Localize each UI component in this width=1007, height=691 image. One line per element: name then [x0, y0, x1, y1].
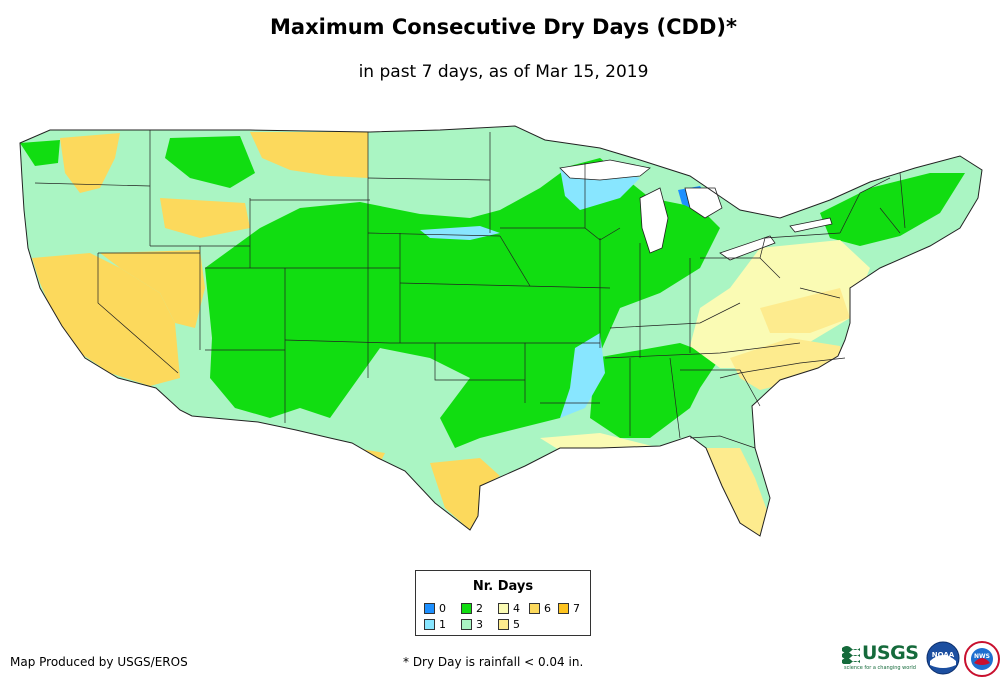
- noaa-logo-icon: NOAA: [926, 641, 960, 675]
- legend-swatch: [461, 619, 472, 630]
- nws-label: NWS: [974, 653, 990, 660]
- map-subtitle: in past 7 days, as of Mar 15, 2019: [358, 62, 649, 82]
- legend-item-0: 0: [424, 603, 446, 614]
- dry-day-footnote: * Dry Day is rainfall < 0.04 in.: [403, 655, 584, 669]
- usgs-logo: USGS science for a changing world: [842, 640, 920, 674]
- legend-swatch: [498, 603, 509, 614]
- legend-item-3: 3: [461, 619, 483, 630]
- legend-swatch: [461, 603, 472, 614]
- legend-swatch: [558, 603, 569, 614]
- legend: Nr. Days 0 1 2 3 4 5 6 7: [415, 570, 591, 636]
- legend-item-4: 4: [498, 603, 520, 614]
- legend-swatch: [424, 619, 435, 630]
- us-dry-days-map: [19, 125, 983, 537]
- legend-swatch: [529, 603, 540, 614]
- legend-item-2: 2: [461, 603, 483, 614]
- nws-logo-icon: NWS: [964, 641, 1000, 677]
- usgs-tagline: science for a changing world: [844, 665, 916, 671]
- noaa-label: NOAA: [932, 651, 955, 659]
- map-credit: Map Produced by USGS/EROS: [10, 655, 188, 669]
- usgs-wave-icon: [842, 646, 860, 664]
- legend-item-7: 7: [558, 603, 580, 614]
- legend-swatch: [424, 603, 435, 614]
- usgs-wordmark: USGS: [862, 642, 919, 664]
- legend-swatch: [498, 619, 509, 630]
- legend-item-5: 5: [498, 619, 520, 630]
- map-title: Maximum Consecutive Dry Days (CDD)*: [270, 15, 737, 39]
- legend-title: Nr. Days: [472, 579, 534, 594]
- legend-item-6: 6: [529, 603, 551, 614]
- legend-item-1: 1: [424, 619, 446, 630]
